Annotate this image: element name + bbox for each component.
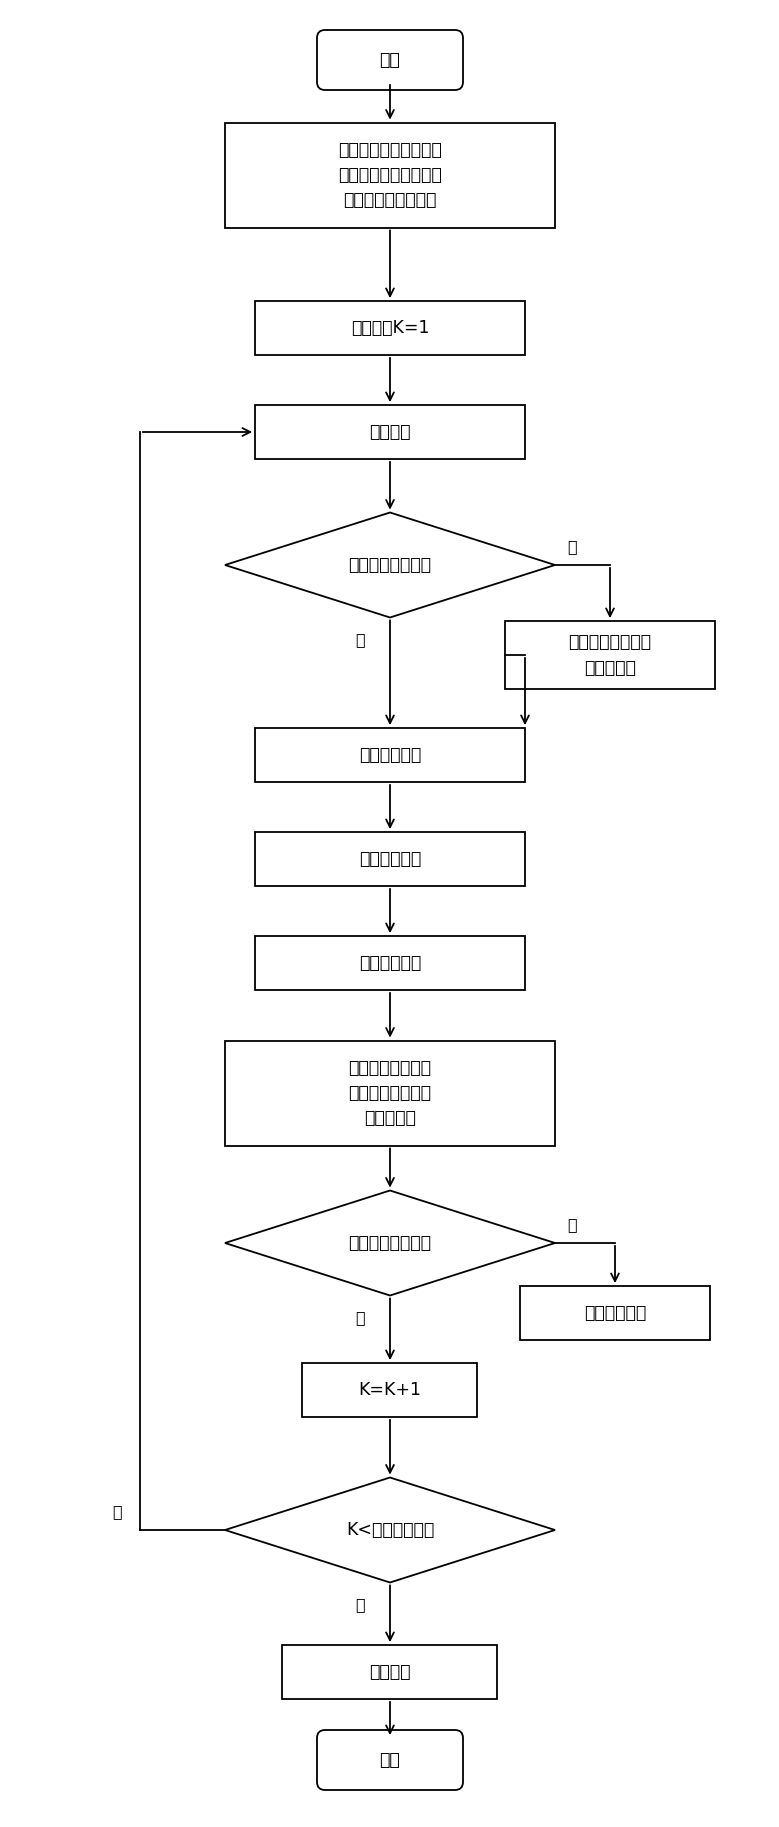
Text: 公鸡位置更新: 公鸡位置更新 bbox=[359, 745, 421, 764]
FancyBboxPatch shape bbox=[317, 29, 463, 90]
Text: K<最大迭代次数: K<最大迭代次数 bbox=[346, 1522, 434, 1538]
Bar bbox=[225, 122, 555, 228]
Bar bbox=[505, 621, 715, 689]
Text: 母鸡位置更新: 母鸡位置更新 bbox=[359, 850, 421, 868]
Bar bbox=[302, 1363, 478, 1418]
Text: 是: 是 bbox=[355, 1310, 365, 1325]
Polygon shape bbox=[225, 513, 555, 618]
Text: 否: 否 bbox=[567, 1217, 576, 1233]
Bar bbox=[255, 727, 525, 782]
Bar bbox=[255, 406, 525, 459]
Text: K=K+1: K=K+1 bbox=[358, 1381, 421, 1399]
FancyBboxPatch shape bbox=[317, 1730, 463, 1790]
Bar bbox=[283, 1644, 498, 1699]
Text: 放弃该次更新: 放弃该次更新 bbox=[584, 1304, 646, 1323]
Bar bbox=[255, 935, 525, 990]
Text: 迭代次数K=1: 迭代次数K=1 bbox=[351, 320, 429, 336]
Text: 否: 否 bbox=[355, 1597, 365, 1611]
Text: 开始: 开始 bbox=[379, 51, 400, 69]
Text: 结束: 结束 bbox=[379, 1750, 400, 1769]
Text: 是否满足更新条件: 是否满足更新条件 bbox=[348, 555, 432, 574]
Bar bbox=[255, 831, 525, 886]
Text: 是: 是 bbox=[112, 1504, 122, 1520]
Bar bbox=[520, 1286, 710, 1339]
Text: 小鸡位置更新: 小鸡位置更新 bbox=[359, 954, 421, 972]
Text: 初始化，确定鸡群数量
和适应度函数，以及公
鸡、母鸡、小鸡比例: 初始化，确定鸡群数量 和适应度函数，以及公 鸡、母鸡、小鸡比例 bbox=[338, 141, 442, 208]
Text: 鸡群等级制度、成
员关系更新: 鸡群等级制度、成 员关系更新 bbox=[569, 634, 651, 676]
Text: 计算个体适应度并
排序，重新确定种
群等级关系: 计算个体适应度并 排序，重新确定种 群等级关系 bbox=[348, 1060, 432, 1127]
Text: 输出结果: 输出结果 bbox=[369, 1663, 411, 1681]
Text: 迭代开始: 迭代开始 bbox=[369, 424, 411, 440]
Bar bbox=[225, 1041, 555, 1146]
Text: 是否满足约束条件: 是否满足约束条件 bbox=[348, 1233, 432, 1251]
Text: 否: 否 bbox=[355, 632, 365, 647]
Bar bbox=[255, 301, 525, 354]
Text: 是: 是 bbox=[567, 539, 576, 555]
Polygon shape bbox=[225, 1478, 555, 1582]
Polygon shape bbox=[225, 1191, 555, 1295]
